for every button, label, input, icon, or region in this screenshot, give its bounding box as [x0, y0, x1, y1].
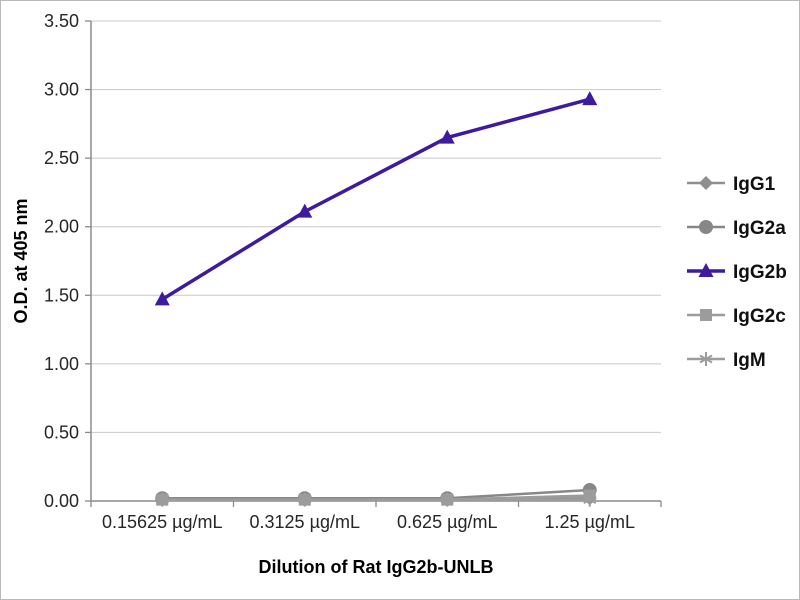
- legend-item-IgG2c: IgG2c: [687, 306, 786, 327]
- x-tick-label: 0.3125 µg/mL: [250, 512, 360, 532]
- series-marker-IgG2b: [439, 129, 455, 144]
- x-tick-label: 0.625 µg/mL: [397, 512, 497, 532]
- y-tick-label: 2.00: [44, 217, 79, 237]
- legend-label-IgG2a: IgG2a: [733, 218, 786, 239]
- series-marker-IgM: [440, 492, 454, 507]
- series-marker-IgM: [155, 492, 169, 507]
- legend-item-IgG2a: IgG2a: [687, 218, 786, 239]
- y-tick-label: 3.00: [44, 80, 79, 100]
- series-marker-IgM: [298, 492, 312, 507]
- y-tick-label: 0.50: [44, 422, 79, 442]
- y-tick-label: 2.50: [44, 148, 79, 168]
- legend-marker-IgG2a: [699, 220, 713, 234]
- legend-marker-IgG2c: [700, 309, 712, 321]
- y-axis-title: O.D. at 405 nm: [11, 198, 31, 323]
- series-marker-IgG2b: [154, 291, 170, 306]
- y-tick-label: 1.00: [44, 354, 79, 374]
- y-tick-label: 0.00: [44, 491, 79, 511]
- series-marker-IgG2b: [582, 91, 598, 106]
- x-axis-title: Dilution of Rat IgG2b-UNLB: [259, 557, 494, 577]
- legend-label-IgM: IgM: [733, 350, 766, 371]
- legend-label-IgG2c: IgG2c: [733, 306, 786, 327]
- series-marker-IgM: [583, 492, 597, 507]
- legend-label-IgG1: IgG1: [733, 174, 776, 195]
- series-line-IgG2b: [161, 97, 591, 301]
- legend-item-IgG1: IgG1: [687, 174, 776, 195]
- legend-marker-IgM: [699, 352, 713, 366]
- series-marker-IgG2b: [297, 203, 313, 218]
- legend-item-IgM: IgM: [687, 350, 766, 371]
- y-tick-label: 1.50: [44, 285, 79, 305]
- legend-item-IgG2b: IgG2b: [687, 262, 787, 283]
- y-tick-label: 3.50: [44, 11, 79, 31]
- legend-label-IgG2b: IgG2b: [733, 262, 787, 283]
- legend-marker-IgG1: [699, 176, 713, 190]
- legend-marker-IgG2b: [698, 263, 714, 277]
- series-line-IgG2a: [162, 488, 590, 500]
- x-tick-label: 1.25 µg/mL: [545, 512, 635, 532]
- x-tick-label: 0.15625 µg/mL: [102, 512, 222, 532]
